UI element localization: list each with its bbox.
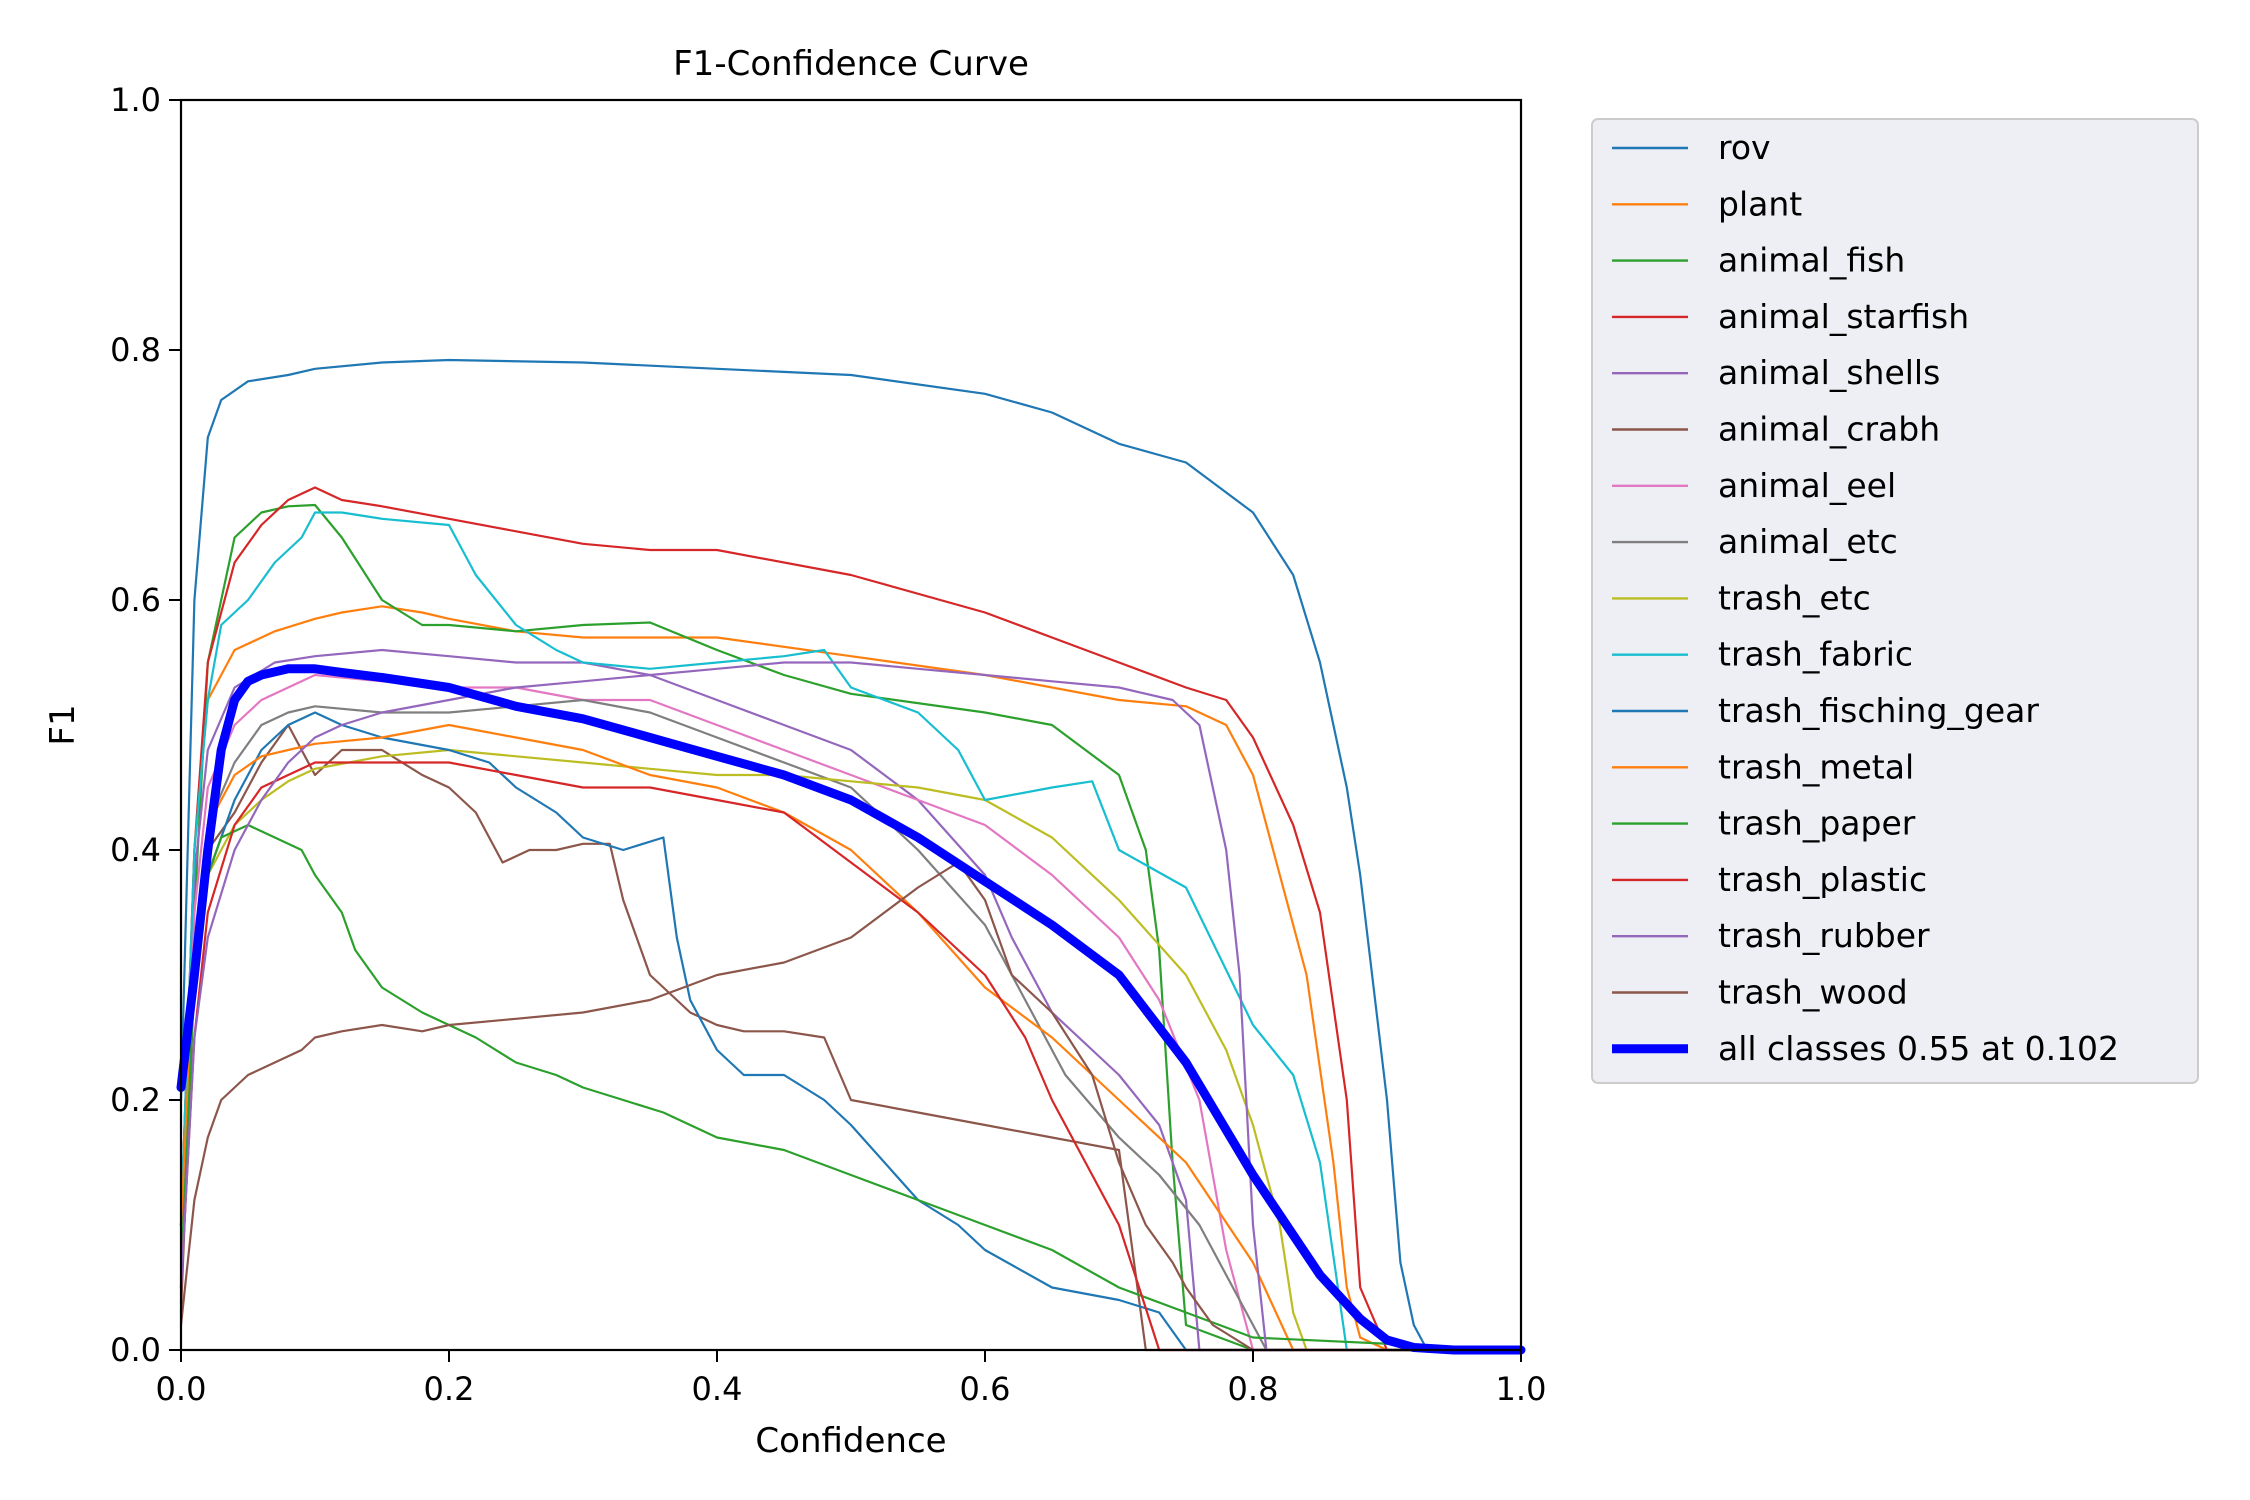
y-axis-label: F1 [43,704,83,745]
y-tick-label: 0.6 [110,581,161,619]
legend-label: animal_shells [1718,353,1940,392]
legend-label: trash_paper [1718,804,1916,843]
x-tick-label: 0.4 [692,1370,743,1408]
series-line-all-classes-0-55-at-0-102 [176,664,1526,1355]
series-line-trash-metal [179,723,1523,1352]
x-tick-label: 0.0 [156,1370,207,1408]
x-axis-ticks: 0.0 0.2 0.4 0.6 0.8 1.0 [156,1350,1547,1408]
x-tick-label: 1.0 [1496,1370,1547,1408]
legend-label: animal_etc [1718,522,1898,561]
plot-lines [176,358,1526,1355]
series-line-trash-etc [179,748,1523,1352]
y-tick-label: 0.0 [110,1331,161,1369]
legend: rov plant animal_fish animal_starfishanimal… [1591,118,2199,1084]
legend-label: animal_starfish [1718,297,1969,336]
series-line-trash-fabric [179,511,1523,1352]
series-line-plant [179,605,1523,1352]
y-tick-label: 1.0 [110,81,161,119]
y-axis-ticks: 0.0 0.2 0.4 0.6 0.8 1.0 [110,81,181,1369]
series-line-rov [179,358,1523,1352]
legend-label: trash_fabric [1718,635,1913,674]
x-tick-label: 0.6 [960,1370,1011,1408]
legend-label: trash_plastic [1718,860,1927,899]
legend-label: trash_rubber [1718,916,1930,955]
legend-label: trash_etc [1718,578,1871,617]
legend-label: animal_crabh [1718,410,1940,449]
y-tick-label: 0.2 [110,1081,161,1119]
series-line-trash-fisching-gear [179,711,1523,1352]
x-tick-label: 0.2 [424,1370,475,1408]
series-line-animal-etc [179,698,1523,1352]
legend-label: animal_fish [1718,241,1905,280]
legend-label: plant [1718,184,1802,223]
series-line-animal-shells [179,648,1523,1352]
plot-frame [179,98,1523,1352]
series-line-trash-paper [179,823,1523,1352]
legend-frame [1591,118,2199,1084]
series-line-animal-eel [179,673,1523,1352]
legend-label: animal_eel [1718,466,1896,505]
series-line-trash-plastic [179,761,1523,1352]
legend-label: trash_fisching_gear [1718,691,2039,730]
x-tick-label: 0.8 [1228,1370,1279,1408]
series-line-animal-fish [179,503,1523,1352]
x-axis-label: Confidence [755,1421,946,1461]
legend-label: trash_metal [1718,747,1914,786]
series-line-animal-crabh [179,723,1523,1352]
y-tick-label: 0.4 [110,831,161,869]
legend-label: trash_wood [1718,973,1908,1012]
legend-label: all classes 0.55 at 0.102 [1718,1029,2119,1068]
series-line-trash-wood [179,861,1523,1352]
series-line-trash-rubber [179,661,1523,1352]
legend-label: rov [1718,128,1771,167]
y-tick-label: 0.8 [110,331,161,369]
series-line-animal-starfish [179,486,1523,1352]
chart-title: F1-Confidence Curve [673,44,1029,84]
